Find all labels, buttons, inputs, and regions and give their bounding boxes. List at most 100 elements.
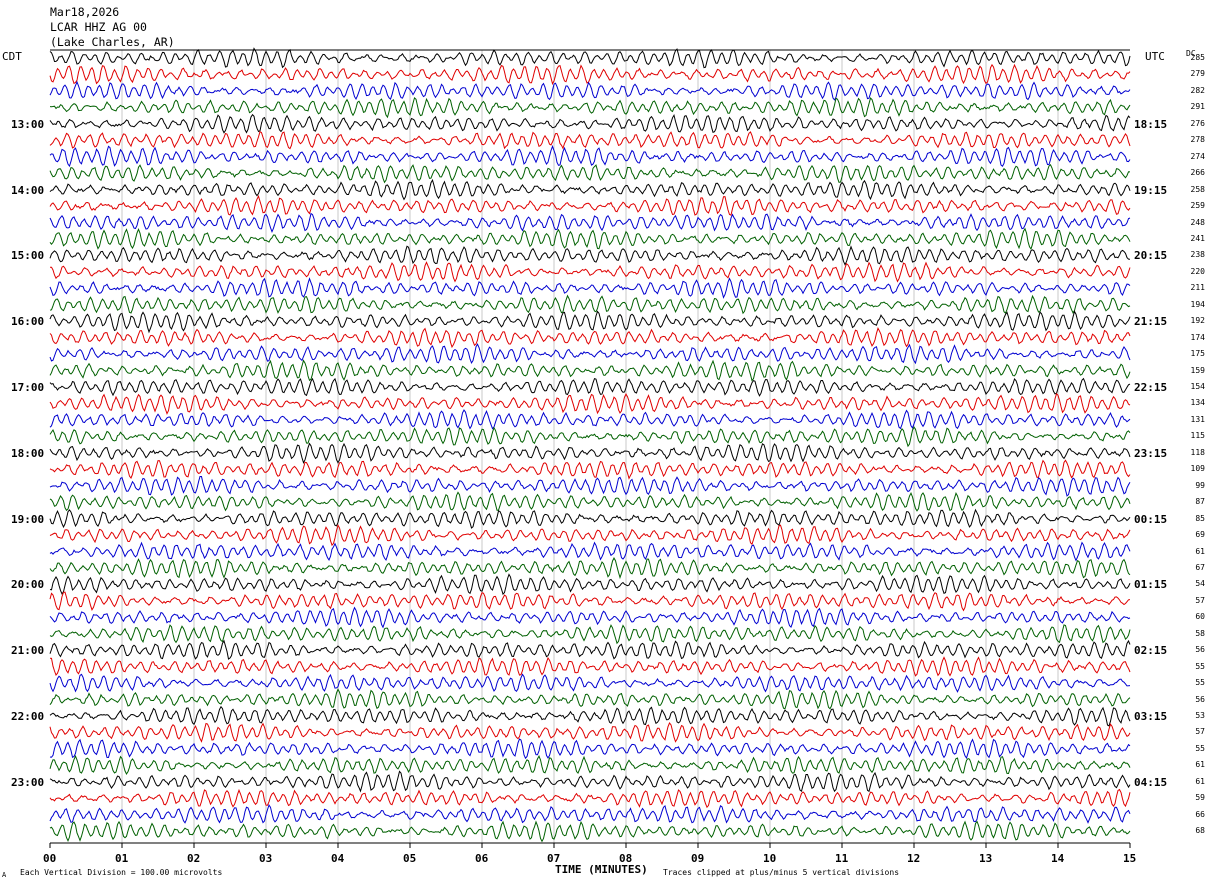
x-tick-marks xyxy=(49,843,1131,848)
x-tick-label: 00 xyxy=(43,852,57,865)
seismic-trace xyxy=(49,47,1131,69)
x-tick-label: 04 xyxy=(331,852,345,865)
seismic-trace xyxy=(49,591,1131,612)
seismic-trace xyxy=(49,459,1131,480)
dc-value: 248 xyxy=(1190,217,1205,227)
dc-value: 266 xyxy=(1190,168,1205,178)
dc-value: 55 xyxy=(1195,743,1205,753)
seismic-trace xyxy=(49,194,1131,216)
x-tick-label: 05 xyxy=(403,852,417,865)
seismic-traces xyxy=(49,47,1131,843)
seismic-trace xyxy=(49,788,1131,809)
left-timezone-label: CDT xyxy=(2,50,22,63)
seismic-trace xyxy=(49,476,1131,497)
dc-value: 278 xyxy=(1190,135,1205,145)
dc-value: 192 xyxy=(1190,316,1205,326)
dc-value: 68 xyxy=(1195,826,1205,836)
seismic-trace xyxy=(49,164,1131,184)
clip-note: Traces clipped at plus/minus 5 vertical … xyxy=(663,868,900,877)
right-hour-tick: 04:15 xyxy=(1134,775,1168,789)
dc-value: 274 xyxy=(1190,151,1205,161)
seismic-trace xyxy=(49,96,1131,119)
seismic-trace xyxy=(49,63,1131,86)
seismic-trace xyxy=(49,277,1131,299)
seismic-trace xyxy=(49,491,1131,512)
dc-value: 241 xyxy=(1190,233,1205,243)
dc-value: 211 xyxy=(1190,283,1205,293)
seismic-trace xyxy=(49,705,1131,727)
seismic-trace xyxy=(49,245,1131,266)
seismic-trace xyxy=(49,624,1131,645)
seismic-trace xyxy=(49,639,1131,660)
x-tick-label: 14 xyxy=(1051,852,1065,865)
seismic-trace xyxy=(49,524,1131,547)
seismic-trace xyxy=(49,738,1131,760)
x-tick-label: 09 xyxy=(691,852,705,865)
dc-value: 282 xyxy=(1190,85,1205,95)
dc-value: 238 xyxy=(1190,250,1205,260)
dc-value: 175 xyxy=(1190,349,1205,359)
x-axis-title: TIME (MINUTES) xyxy=(555,863,648,876)
right-hour-tick: 23:15 xyxy=(1134,446,1168,460)
left-hour-tick: 14:00 xyxy=(11,183,45,197)
right-hour-tick: 21:15 xyxy=(1134,315,1168,329)
seismic-trace xyxy=(49,722,1131,743)
right-hour-tick: 19:15 xyxy=(1134,183,1168,197)
x-tick-label: 15 xyxy=(1123,852,1137,865)
seismic-trace xyxy=(49,377,1131,397)
dc-value: 174 xyxy=(1190,332,1205,342)
dc-value: 67 xyxy=(1195,562,1205,572)
x-tick-label: 11 xyxy=(835,852,849,865)
right-hour-tick: 18:15 xyxy=(1134,117,1168,131)
dc-value: 61 xyxy=(1195,546,1205,556)
seismic-trace xyxy=(49,426,1131,448)
seismic-trace xyxy=(49,820,1131,843)
dc-value: 134 xyxy=(1190,398,1205,408)
seismic-trace xyxy=(49,754,1131,776)
x-tick-label: 07 xyxy=(547,852,561,865)
x-tick-label: 10 xyxy=(763,852,777,865)
dc-column-label: DC xyxy=(1186,49,1196,58)
seismic-trace xyxy=(49,130,1131,150)
seismic-trace xyxy=(49,442,1131,465)
corner-mark: A xyxy=(2,871,7,879)
left-hour-tick: 13:00 xyxy=(11,117,45,131)
seismic-trace xyxy=(49,392,1131,415)
x-tick-label: 12 xyxy=(907,852,921,865)
dc-value: 55 xyxy=(1195,661,1205,671)
seismic-trace xyxy=(49,310,1131,334)
right-hour-tick: 20:15 xyxy=(1134,249,1168,263)
station-id-label: LCAR HHZ AG 00 xyxy=(50,20,147,34)
dc-value: 56 xyxy=(1195,694,1205,704)
dc-value: 154 xyxy=(1190,382,1205,391)
date-label: Mar18,2026 xyxy=(50,5,120,19)
dc-value: 115 xyxy=(1190,431,1205,441)
x-tick-label: 13 xyxy=(979,852,993,865)
x-tick-label: 02 xyxy=(187,852,201,865)
dc-value: 109 xyxy=(1190,464,1205,474)
dc-value: 53 xyxy=(1195,711,1205,720)
dc-value: 58 xyxy=(1195,628,1205,638)
dc-value: 259 xyxy=(1190,201,1205,211)
right-hour-tick: 00:15 xyxy=(1134,512,1168,526)
seismic-trace xyxy=(49,212,1131,234)
dc-value: 69 xyxy=(1195,530,1205,540)
dc-value: 220 xyxy=(1190,266,1205,276)
seismic-trace xyxy=(50,261,1131,283)
left-hour-tick: 20:00 xyxy=(11,578,45,592)
seismic-trace xyxy=(49,144,1131,168)
dc-value: 279 xyxy=(1190,69,1205,79)
dc-value: 87 xyxy=(1195,497,1205,507)
left-hour-tick: 17:00 xyxy=(11,381,45,394)
seismic-trace xyxy=(49,656,1131,677)
dc-value: 118 xyxy=(1190,447,1205,457)
dc-value: 131 xyxy=(1190,414,1205,424)
minute-gridlines xyxy=(121,50,1059,843)
seismic-trace xyxy=(49,359,1131,382)
left-hour-tick: 21:00 xyxy=(11,644,45,658)
left-hour-tick: 23:00 xyxy=(11,775,45,789)
dc-value: 258 xyxy=(1190,184,1205,194)
right-timezone-label: UTC xyxy=(1145,50,1165,63)
location-label: (Lake Charles, AR) xyxy=(50,35,175,49)
